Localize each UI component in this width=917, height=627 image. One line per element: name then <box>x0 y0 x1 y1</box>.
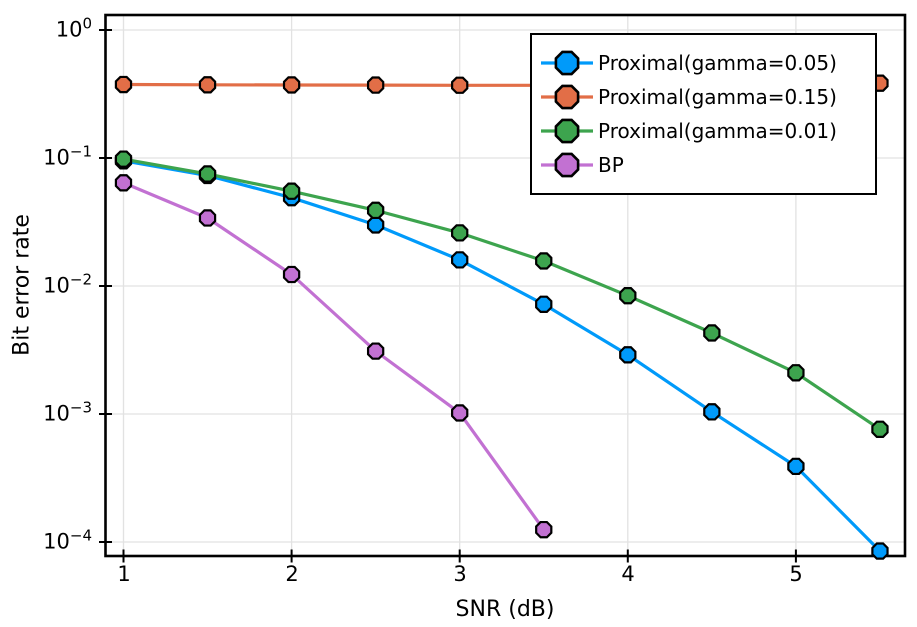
legend-octagon-marker-icon <box>541 84 593 110</box>
y-tick-exponent: −4 <box>69 526 92 545</box>
x-tick-label: 3 <box>453 562 467 586</box>
legend-label: Proximal(gamma=0.01) <box>598 119 837 143</box>
legend-octagon-marker-icon <box>541 118 593 144</box>
x-tick-label: 1 <box>117 562 131 586</box>
legend-item: BP <box>539 148 871 182</box>
legend-item: Proximal(gamma=0.01) <box>539 114 871 148</box>
x-axis-title: SNR (dB) <box>455 597 555 622</box>
y-tick-label: 10−2 <box>0 270 92 298</box>
x-tick-label: 4 <box>621 562 635 586</box>
y-tick-exponent: 0 <box>82 14 92 33</box>
x-tick-label: 2 <box>285 562 299 586</box>
y-tick-base: 10 <box>43 273 70 298</box>
y-tick-base: 10 <box>43 529 70 554</box>
x-tick-label: 5 <box>789 562 803 586</box>
legend-octagon-marker-icon <box>541 152 593 178</box>
legend-label: BP <box>598 153 624 177</box>
y-tick-label: 10−3 <box>0 398 92 426</box>
legend-item: Proximal(gamma=0.05) <box>539 46 871 80</box>
y-tick-base: 10 <box>43 401 70 426</box>
y-tick-exponent: −1 <box>69 142 92 161</box>
y-tick-label: 100 <box>0 14 92 42</box>
y-tick-exponent: −2 <box>69 270 92 289</box>
y-tick-label: 10−1 <box>0 142 92 170</box>
legend-item: Proximal(gamma=0.15) <box>539 80 871 114</box>
y-axis-title: Bit error rate <box>9 214 35 356</box>
y-tick-label: 10−4 <box>0 526 92 554</box>
legend-octagon-marker-icon <box>541 50 593 76</box>
y-tick-exponent: −3 <box>69 398 92 417</box>
legend: Proximal(gamma=0.05) Proximal(gamma=0.15… <box>530 33 877 195</box>
y-tick-base: 10 <box>43 145 70 170</box>
y-tick-base: 10 <box>55 17 83 42</box>
legend-label: Proximal(gamma=0.05) <box>598 51 837 75</box>
legend-label: Proximal(gamma=0.15) <box>598 85 837 109</box>
